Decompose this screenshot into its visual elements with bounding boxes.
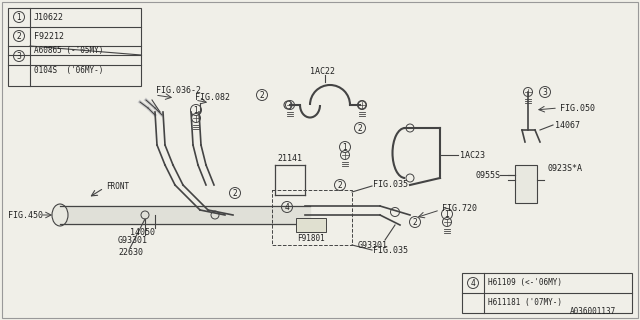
Text: FIG.035: FIG.035 — [373, 180, 408, 188]
Text: 1AC22: 1AC22 — [310, 67, 335, 76]
Text: 2: 2 — [358, 124, 362, 132]
Text: F92212: F92212 — [34, 31, 64, 41]
Text: 0104S  ('06MY-): 0104S ('06MY-) — [34, 66, 104, 75]
Text: 2: 2 — [260, 91, 264, 100]
Text: 3: 3 — [543, 87, 547, 97]
Text: 2: 2 — [413, 218, 417, 227]
Text: FIG.450: FIG.450 — [8, 211, 43, 220]
Text: G93301: G93301 — [358, 241, 388, 250]
Text: A60865 (-'05MY): A60865 (-'05MY) — [34, 45, 104, 54]
Text: 1: 1 — [342, 142, 348, 151]
Text: 0923S*A: 0923S*A — [548, 164, 583, 172]
Text: 14050: 14050 — [130, 228, 155, 236]
Text: G93301: G93301 — [118, 236, 148, 244]
Text: 1: 1 — [445, 210, 449, 219]
Text: 4: 4 — [470, 278, 476, 287]
Bar — [462, 273, 632, 313]
Text: FIG.036-2: FIG.036-2 — [156, 85, 201, 94]
Text: 1AC23: 1AC23 — [460, 150, 485, 159]
Bar — [272, 190, 352, 245]
Text: 0955S: 0955S — [475, 171, 500, 180]
Bar — [296, 218, 326, 232]
Text: FIG.720: FIG.720 — [442, 204, 477, 212]
Text: 2: 2 — [232, 188, 237, 197]
Text: H61109 (<-'06MY): H61109 (<-'06MY) — [488, 278, 562, 287]
Text: 22630: 22630 — [118, 247, 143, 257]
Text: FIG.050: FIG.050 — [560, 103, 595, 113]
Ellipse shape — [52, 204, 68, 226]
Text: 1: 1 — [194, 106, 198, 115]
Text: FIG.082: FIG.082 — [195, 92, 230, 101]
Text: A036001137: A036001137 — [570, 307, 616, 316]
Text: 14067: 14067 — [555, 121, 580, 130]
Text: J10622: J10622 — [34, 12, 64, 21]
Bar — [515, 165, 537, 203]
Text: 3: 3 — [17, 52, 21, 60]
Text: 1: 1 — [17, 12, 21, 21]
Text: FRONT: FRONT — [106, 181, 129, 190]
Bar — [8, 8, 141, 86]
Text: 4: 4 — [285, 203, 289, 212]
Text: H611181 ('07MY-): H611181 ('07MY-) — [488, 299, 562, 308]
Text: F91801: F91801 — [297, 234, 324, 243]
Text: FIG.035: FIG.035 — [373, 245, 408, 254]
Text: 2: 2 — [17, 31, 21, 41]
Text: 2: 2 — [338, 180, 342, 189]
Text: 21141: 21141 — [277, 154, 302, 163]
